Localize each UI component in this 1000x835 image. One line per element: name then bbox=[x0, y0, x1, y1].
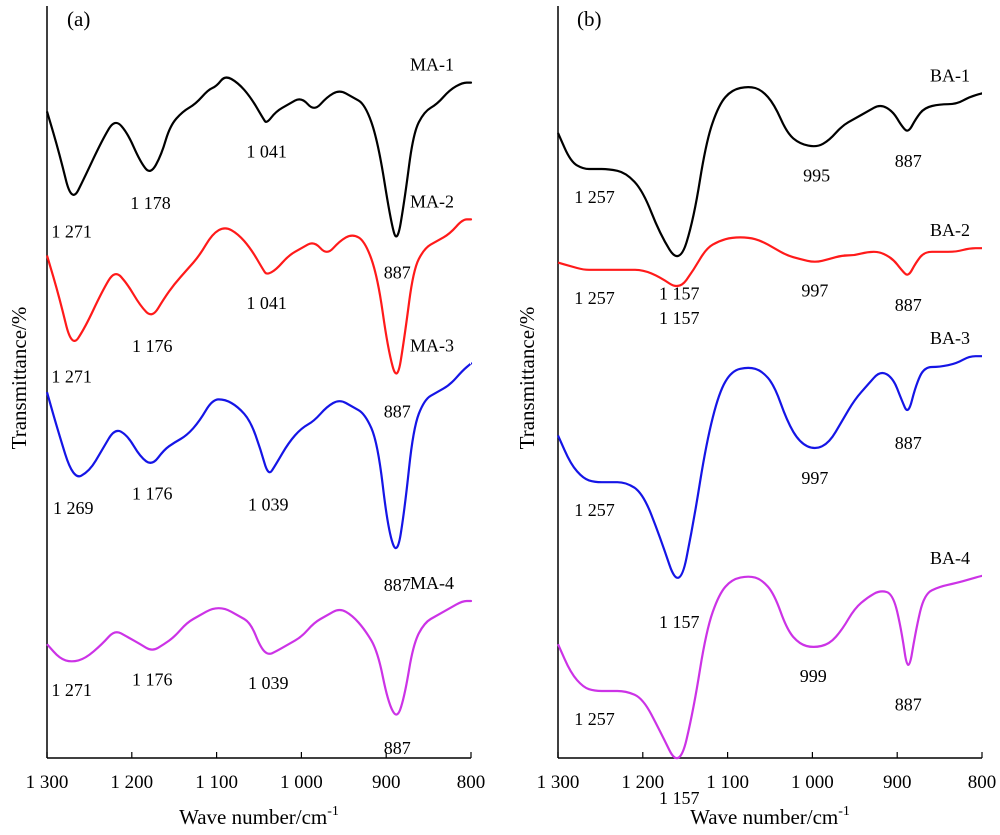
peak-label: 1 157 bbox=[659, 612, 700, 632]
series-line-ma-2 bbox=[45, 218, 473, 375]
peak-label: 1 039 bbox=[248, 673, 289, 693]
peak-label: 1 257 bbox=[574, 288, 615, 308]
x-tick-label: 1 000 bbox=[280, 772, 323, 793]
peak-label: 887 bbox=[895, 695, 922, 715]
series-line-ma-4 bbox=[46, 599, 473, 716]
peak-label: 1 176 bbox=[132, 669, 173, 689]
x-axis-label-a: Wave number/cm-1 bbox=[179, 804, 339, 829]
x-tick-label: 1 100 bbox=[706, 772, 749, 793]
peak-label: 1 157 bbox=[659, 308, 700, 328]
x-tick-label: 800 bbox=[457, 772, 486, 793]
x-axis-label-main-a: Wave number/cm bbox=[179, 805, 327, 829]
peak-label: 999 bbox=[800, 666, 827, 686]
series-name-ba-2: BA-2 bbox=[930, 220, 970, 240]
x-axis-label-b: Wave number/cm-1 bbox=[690, 804, 850, 829]
peak-label: 995 bbox=[803, 165, 830, 185]
series-line-ba-3 bbox=[556, 355, 982, 579]
series-name-ma-4: MA-4 bbox=[410, 573, 454, 593]
peak-label: 1 176 bbox=[132, 484, 173, 504]
series-ba-2: BA-2 1 257 1 157 997 887 bbox=[557, 220, 982, 328]
y-axis-label-a: Transmittance/% bbox=[7, 307, 31, 450]
series-line-ba-1 bbox=[556, 86, 983, 258]
peak-label: 997 bbox=[801, 468, 828, 488]
x-tick-label: 900 bbox=[372, 772, 401, 793]
series-line-ma-1 bbox=[45, 76, 473, 238]
peak-label: 887 bbox=[384, 575, 411, 595]
peak-label: 1 041 bbox=[246, 293, 287, 313]
series-line-ba-4 bbox=[556, 574, 983, 760]
peak-label: 1 257 bbox=[574, 709, 615, 729]
peak-label: 997 bbox=[801, 281, 828, 301]
series-group-a: MA-1 1 271 1 178 1 041 887 MA-2 1 271 1 176 1 04… bbox=[45, 55, 473, 758]
x-tick-label: 1 300 bbox=[537, 772, 580, 793]
peak-label: 887 bbox=[384, 263, 411, 283]
x-ticks-a: 1 300 1 200 1 100 1 000 900 800 bbox=[26, 752, 486, 793]
series-ba-3: BA-3 1 257 1 157 997 887 bbox=[556, 328, 982, 632]
y-axis-label-b: Transmittance/% bbox=[515, 307, 539, 450]
x-tick-label: 1 200 bbox=[621, 772, 664, 793]
x-tick-label: 1 200 bbox=[110, 772, 153, 793]
x-tick-label: 800 bbox=[968, 772, 997, 793]
panel-a: Transmittance/% (a) 1 300 1 200 1 100 1 000… bbox=[7, 6, 485, 829]
series-ba-4: BA-4 1 257 1 157 999 887 bbox=[556, 548, 983, 808]
series-name-ma-3: MA-3 bbox=[410, 335, 454, 355]
peak-label: 1 271 bbox=[51, 680, 92, 700]
series-name-ba-1: BA-1 bbox=[930, 65, 970, 85]
peak-label: 1 269 bbox=[53, 498, 94, 518]
series-ba-1: BA-1 1 257 1 157 995 887 bbox=[556, 65, 983, 304]
series-line-ma-3 bbox=[45, 362, 473, 550]
peak-label: 1 257 bbox=[574, 187, 615, 207]
series-name-ma-1: MA-1 bbox=[410, 55, 454, 75]
peak-label: 887 bbox=[895, 433, 922, 453]
panel-tag-b: (b) bbox=[577, 7, 602, 31]
series-name-ma-2: MA-2 bbox=[410, 191, 454, 211]
peak-label: 1 257 bbox=[574, 500, 615, 520]
peak-label: 1 178 bbox=[130, 193, 171, 213]
series-ma-4: MA-4 1 271 1 176 1 039 887 bbox=[46, 573, 473, 758]
peak-label: 1 041 bbox=[246, 142, 287, 162]
series-ma-2: MA-2 1 271 1 176 1 041 887 bbox=[45, 191, 473, 422]
peak-label: 1 157 bbox=[659, 284, 700, 304]
series-ma-1: MA-1 1 271 1 178 1 041 887 bbox=[45, 55, 473, 283]
peak-label: 1 039 bbox=[248, 494, 289, 514]
peak-label: 1 271 bbox=[51, 222, 92, 242]
x-axis-label-sup-b: -1 bbox=[838, 804, 850, 819]
x-tick-label: 1 100 bbox=[195, 772, 238, 793]
x-tick-label: 1 000 bbox=[791, 772, 834, 793]
series-ma-3: MA-3 1 269 1 176 1 039 887 bbox=[45, 335, 473, 595]
x-ticks-b: 1 300 1 200 1 100 1 000 900 800 bbox=[537, 752, 997, 793]
panel-b: Transmittance/% (b) 1 300 1 200 1 100 1 000… bbox=[515, 6, 996, 829]
peak-label: 1 176 bbox=[132, 336, 173, 356]
series-line-ba-2 bbox=[557, 236, 982, 288]
peak-label: 887 bbox=[384, 738, 411, 758]
x-tick-label: 900 bbox=[883, 772, 912, 793]
x-axis-label-sup-a: -1 bbox=[327, 804, 339, 819]
x-axis-label-main-b: Wave number/cm bbox=[690, 805, 838, 829]
series-name-ba-3: BA-3 bbox=[930, 328, 970, 348]
peak-label: 887 bbox=[384, 402, 411, 422]
peak-label: 1 157 bbox=[659, 788, 700, 808]
panel-tag-a: (a) bbox=[67, 7, 90, 31]
series-group-b: BA-1 1 257 1 157 995 887 BA-2 1 257 1 157 997 887… bbox=[556, 65, 983, 808]
series-name-ba-4: BA-4 bbox=[930, 548, 970, 568]
peak-label: 1 271 bbox=[51, 366, 92, 386]
peak-label: 887 bbox=[895, 151, 922, 171]
peak-label: 887 bbox=[895, 295, 922, 315]
x-tick-label: 1 300 bbox=[26, 772, 69, 793]
